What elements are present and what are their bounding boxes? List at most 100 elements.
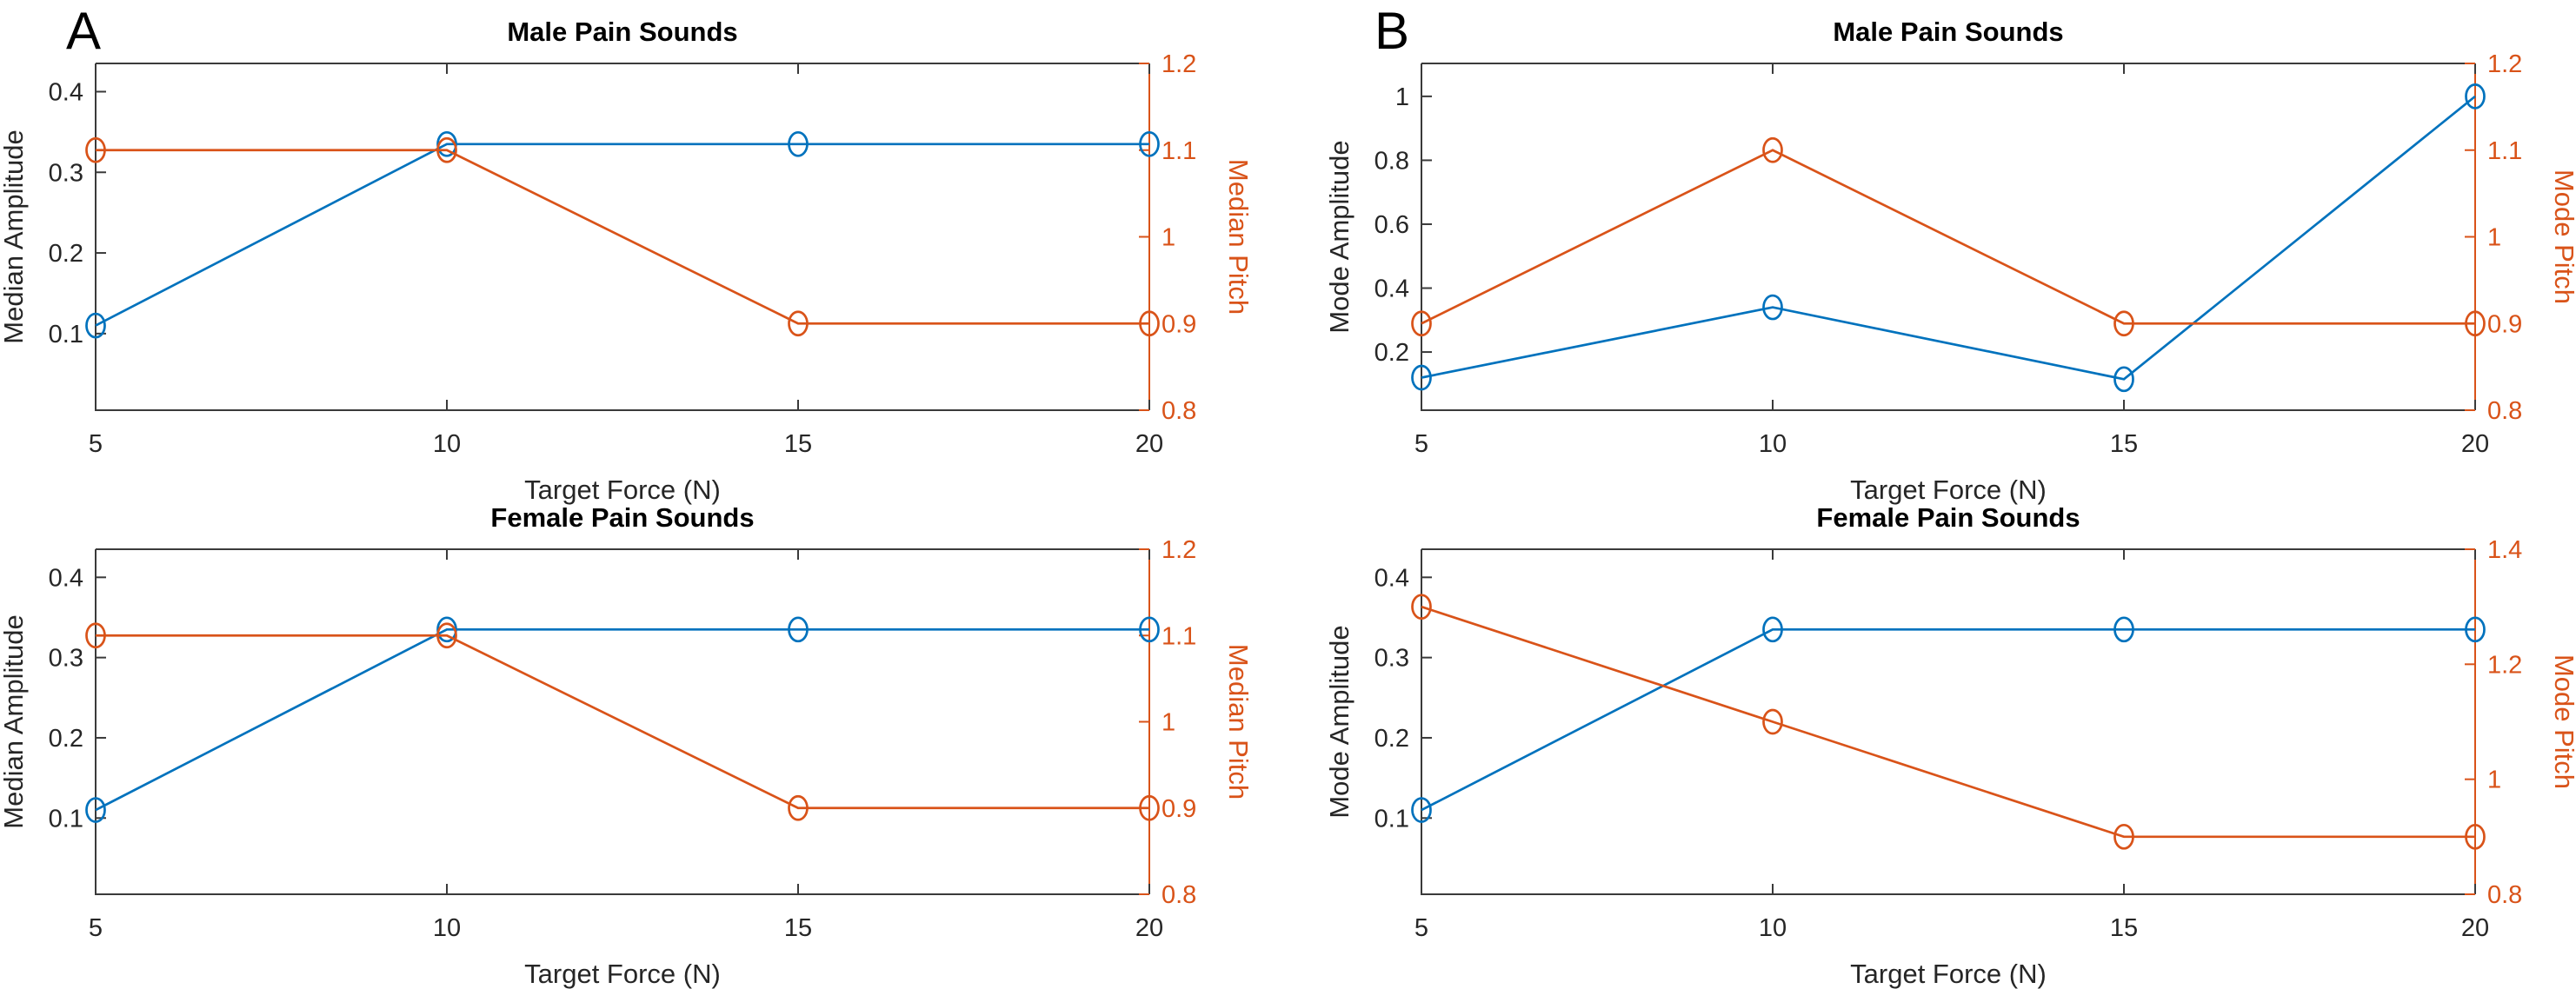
subplot-0-title: Male Pain Sounds [507,17,737,47]
subplot-2-series-line-left [95,627,1149,812]
subplot-1-y-tick-label-right: 1.2 [2487,50,2522,78]
subplot-0-x-tick-label: 20 [1135,430,1163,458]
subplot-1-data-point-marker [1411,310,1432,337]
subplot-0-y-tick-label-right: 0.9 [1162,310,1196,338]
subplot-3-data-point-marker [1411,797,1432,823]
subplot-0-y-tick-label-right: 1.2 [1162,50,1196,78]
subplot-3-y-tick-label-left: 0.3 [1375,645,1409,673]
panel-letter-a: A [66,2,102,60]
subplot-3-data-point-marker [2113,616,2134,643]
subplot-1-y-tick-label-right: 0.8 [2487,397,2522,425]
subplot-0-data-point-marker [788,310,809,337]
subplot-2-data-point-marker [85,622,106,649]
subplot-0-y-tick-label-left: 0.1 [49,321,83,348]
subplot-0-data-point-marker [1139,310,1160,337]
subplot-3-data-point-marker [2113,823,2134,850]
subplot-2-y-tick-label-right: 1.2 [1162,536,1196,564]
subplot-2-y-tick-label-right: 1 [1162,709,1175,737]
subplot-2-data-point-marker [436,622,457,649]
subplot-1-data-point-marker [2113,310,2134,337]
subplot-0-y-tick-label-left: 0.2 [49,240,83,268]
subplot-1-x-tick-label: 20 [2461,430,2489,458]
subplot-1-right-ylabel: Mode Pitch [2549,169,2576,304]
subplot-0-data-point-marker [85,312,106,339]
subplot-2-x-tick-label: 20 [1135,914,1163,942]
subplot-1-series-line-right [1421,149,2475,325]
subplot-0-y-tick-label-right: 0.8 [1162,397,1196,425]
subplot-2-y-tick-label-left: 0.4 [49,564,83,592]
subplot-1-left-ylabel: Mode Amplitude [1324,140,1355,333]
subplot-1-data-point-marker [2113,366,2134,393]
subplot-1-y-tick-label-right: 1 [2487,224,2501,252]
subplot-3-y-tick-label-right: 1.2 [2487,651,2522,679]
subplot-1-x-tick-label: 15 [2110,430,2138,458]
subplot-3-right-ylabel: Mode Pitch [2549,654,2576,789]
subplot-2-left-ylabel: Median Amplitude [0,614,29,828]
subplot-2-y-tick-label-left: 0.2 [49,725,83,753]
subplot-0-x-tick-label: 10 [433,430,461,458]
subplot-3-data-point-marker [1762,616,1783,643]
subplot-3-y-tick-label-left: 0.1 [1375,805,1409,833]
subplot-3-series-line-right [1421,605,2475,839]
subplot-1-x-tick-label: 10 [1759,430,1787,458]
subplot-2-data-point-marker [788,616,809,643]
subplot-0-series-line-left [95,143,1149,327]
subplot-1-title: Male Pain Sounds [1833,17,2063,47]
subplot-3-x-tick-label: 10 [1759,914,1787,942]
subplot-3-data-point-marker [1762,708,1783,735]
subplot-2-xlabel: Target Force (N) [524,959,721,989]
subplot-3-data-point-marker [1411,594,1432,621]
subplot-3-xlabel: Target Force (N) [1850,959,2047,989]
subplot-3-y-tick-label-right: 1 [2487,767,2501,794]
subplot-0-data-point-marker [788,130,809,157]
subplot-2-y-tick-label-right: 0.9 [1162,795,1196,823]
subplot-1-y-tick-label-left: 0.8 [1375,147,1409,175]
panel-letter-b: B [1375,2,1410,60]
subplot-1-data-point-marker [1411,364,1432,391]
subplot-2-x-tick-label: 10 [433,914,461,942]
subplot-3-series-line-left [1421,627,2475,812]
subplot-1-y-tick-label-left: 1 [1395,83,1409,111]
subplot-3-y-tick-label-left: 0.4 [1375,564,1409,592]
subplot-2-right-ylabel: Median Pitch [1223,644,1254,800]
subplot-3-x-tick-label: 5 [1414,914,1428,942]
subplot-1-data-point-marker [2465,310,2486,337]
subplot-3-title: Female Pain Sounds [1816,502,2080,533]
subplot-1-y-tick-label-right: 1.1 [2487,137,2522,165]
subplot-2-y-tick-label-left: 0.3 [49,645,83,673]
subplot-0-data-point-marker [436,136,457,163]
subplot-3-data-point-marker [2465,823,2486,850]
subplot-1-y-tick-label-right: 0.9 [2487,310,2522,338]
subplot-1-series-line-left [1421,95,2476,381]
subplot-0-y-tick-label-right: 1.1 [1162,137,1196,165]
subplot-1-y-tick-label-left: 0.2 [1375,339,1409,367]
subplot-2-data-point-marker [85,797,106,823]
subplot-2-x-tick-label: 5 [89,914,103,942]
subplot-2-x-tick-label: 15 [784,914,812,942]
subplot-2-data-point-marker [1139,616,1160,643]
subplot-0-data-point-marker [1139,130,1160,157]
subplot-2-y-tick-label-left: 0.1 [49,805,83,833]
subplot-1-data-point-marker [1762,136,1783,163]
subplot-2-data-point-marker [1139,794,1160,821]
subplot-3-x-tick-label: 20 [2461,914,2489,942]
subplot-0-series-line-right [96,149,1149,325]
subplot-3-left-ylabel: Mode Amplitude [1324,625,1355,818]
subplot-0-y-tick-label-left: 0.4 [49,78,83,106]
subplot-3-x-tick-label: 15 [2110,914,2138,942]
subplot-2-y-tick-label-right: 0.8 [1162,881,1196,909]
subplot-0-x-tick-label: 5 [89,430,103,458]
subplot-2-series-line-right [96,634,1149,810]
subplot-3-data-point-marker [2465,616,2486,643]
subplot-3-y-tick-label-left: 0.2 [1375,725,1409,753]
subplot-3-y-tick-label-right: 0.8 [2487,881,2522,909]
subplot-3-y-tick-label-right: 1.4 [2487,536,2522,564]
subplot-1-data-point-marker [1762,294,1783,321]
subplot-1-xlabel: Target Force (N) [1850,475,2047,505]
subplot-1-x-tick-label: 5 [1414,430,1428,458]
subplot-0-y-tick-label-right: 1 [1162,224,1175,252]
subplot-0-data-point-marker [85,136,106,163]
subplot-2-title: Female Pain Sounds [490,502,754,533]
